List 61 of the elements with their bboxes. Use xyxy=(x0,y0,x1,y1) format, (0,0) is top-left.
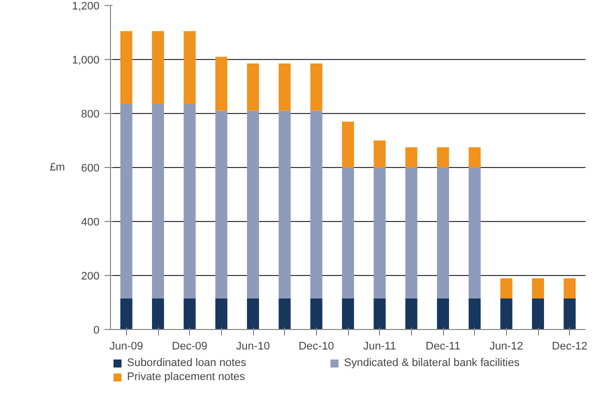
y-tick-label: 400 xyxy=(81,216,100,228)
bar xyxy=(564,278,576,298)
bar xyxy=(152,31,164,104)
bar xyxy=(436,168,450,298)
bar xyxy=(278,64,291,111)
bar xyxy=(152,298,164,330)
bar xyxy=(184,31,196,104)
bar xyxy=(215,298,228,330)
legend-label: Syndicated & bilateral bank facilities xyxy=(344,357,520,369)
bar xyxy=(246,110,260,298)
bar xyxy=(405,168,418,298)
bar xyxy=(500,298,512,330)
bar xyxy=(342,122,354,168)
bar xyxy=(342,298,354,330)
x-tick-label: Dec-09 xyxy=(172,340,208,352)
legend-label: Private placement notes xyxy=(127,371,246,383)
bar xyxy=(215,110,228,298)
x-tick-label: Dec-12 xyxy=(552,340,588,352)
bar xyxy=(405,298,418,330)
bar xyxy=(405,147,418,168)
bar xyxy=(468,168,481,298)
bar xyxy=(278,298,291,330)
bar xyxy=(246,64,260,111)
bar xyxy=(342,168,354,298)
bar xyxy=(184,298,196,330)
bar xyxy=(374,140,386,168)
y-tick-label: 1,000 xyxy=(72,54,100,66)
y-tick-label: 600 xyxy=(81,162,100,174)
bar xyxy=(246,298,260,330)
x-tick-label: Jun-09 xyxy=(110,340,144,352)
bar xyxy=(152,104,164,298)
bar xyxy=(215,56,228,111)
y-tick-label: 200 xyxy=(81,270,100,282)
bar xyxy=(532,298,544,330)
bar xyxy=(468,298,481,330)
bar xyxy=(310,298,322,330)
bar xyxy=(120,31,132,104)
x-tick-label: Jun-10 xyxy=(236,340,270,352)
bar xyxy=(468,147,481,168)
y-tick-label: 1,200 xyxy=(72,0,100,12)
y-axis-title: £m xyxy=(50,162,65,174)
bar xyxy=(184,104,196,298)
y-tick-label: 800 xyxy=(81,108,100,120)
x-tick-label: Dec-11 xyxy=(426,340,460,352)
y-tick-label: 0 xyxy=(93,324,100,336)
bar xyxy=(310,110,322,298)
x-tick-label: Jun-11 xyxy=(363,340,396,352)
bar xyxy=(278,110,291,298)
bar xyxy=(120,298,132,330)
bar xyxy=(436,147,450,168)
bar xyxy=(564,298,576,330)
bar xyxy=(374,168,386,298)
x-tick-label: Jun-12 xyxy=(490,340,524,352)
bar xyxy=(374,298,386,330)
bar xyxy=(500,278,512,298)
x-tick-label: Dec-10 xyxy=(298,340,334,352)
bar xyxy=(436,298,450,330)
bar xyxy=(532,278,544,298)
bar xyxy=(310,64,322,111)
legend-label: Subordinated loan notes xyxy=(127,357,248,369)
bar xyxy=(120,104,132,298)
